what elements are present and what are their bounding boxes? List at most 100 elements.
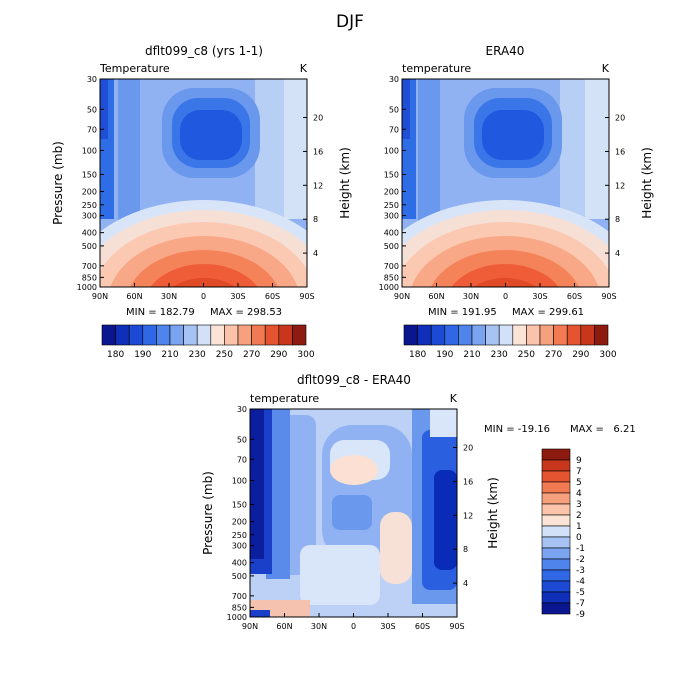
y-tick-label: 250: [232, 531, 247, 540]
contour-band: [380, 512, 412, 584]
colorbar-swatch: [541, 547, 571, 560]
min-label: MIN = 191.95: [428, 307, 497, 318]
colorbar-swatch: [541, 459, 571, 472]
y2-tick-label: 20: [313, 114, 323, 123]
colorbar-swatch: [292, 324, 307, 346]
y2-tick-label: 8: [615, 215, 620, 224]
contour-band: [560, 79, 586, 219]
colorbar-swatch: [541, 492, 571, 505]
y2-axis-title: Height (km): [338, 147, 352, 218]
panel-obs: ERA40 temperature K 90N 60N 30N 0 30S 60S 90S 3…: [379, 44, 654, 360]
colorbar-label: 210: [463, 350, 480, 360]
max-label: MAX = 299.61: [512, 307, 584, 318]
y-tick-label: 850: [82, 273, 97, 282]
colorbar-swatch: [553, 324, 568, 346]
page-title: DJF: [336, 12, 364, 32]
y-tick-label: 150: [82, 170, 97, 179]
contour-band: [473, 278, 537, 287]
x-tick-label: 90N: [242, 622, 258, 631]
colorbar-swatch: [541, 448, 571, 461]
colorbar-label: 5: [576, 478, 582, 488]
y-tick-label: 1000: [379, 283, 399, 292]
panel-title: dflt099_c8 - ERA40: [297, 373, 411, 387]
y2-tick-label: 4: [615, 249, 620, 258]
x-tick-label: 60N: [428, 292, 444, 301]
y-tick-label: 250: [384, 201, 399, 210]
colorbar-swatch: [156, 324, 171, 346]
colorbar-swatch: [594, 324, 609, 346]
panel-title: ERA40: [486, 44, 525, 58]
contour-band: [430, 409, 457, 437]
field-label: temperature: [402, 62, 471, 75]
colorbar-swatch: [485, 324, 500, 346]
colorbar-swatch: [541, 591, 571, 604]
y2-tick-label: 20: [615, 114, 625, 123]
contour-band: [255, 79, 285, 219]
y-tick-label: 100: [232, 476, 247, 485]
colorbar-label: 290: [270, 350, 287, 360]
panel-difference: dflt099_c8 - ERA40 temperature K 90N 60N 3…: [201, 373, 636, 631]
y-tick-label: 200: [384, 188, 399, 197]
contour-field: [250, 409, 457, 617]
colorbar-label: 250: [216, 350, 233, 360]
contour-band: [250, 409, 264, 559]
x-tick-label: 30N: [311, 622, 327, 631]
colorbar-swatch: [251, 324, 266, 346]
colorbar-swatch: [512, 324, 527, 346]
colorbar-swatch: [580, 324, 595, 346]
contour-band: [172, 278, 236, 287]
x-tick-label: 90N: [394, 292, 410, 301]
y-tick-label: 250: [82, 201, 97, 210]
y2-tick-label: 8: [313, 215, 318, 224]
y-tick-label: 400: [82, 229, 97, 238]
y-tick-label: 70: [389, 125, 399, 134]
y-tick-label: 100: [82, 146, 97, 155]
contour-field: [100, 79, 307, 287]
contour-band: [284, 79, 307, 219]
colorbar-label: 230: [189, 350, 206, 360]
y-tick-label: 500: [82, 242, 97, 251]
colorbar-swatch: [430, 324, 446, 346]
y-tick-label: 70: [237, 455, 247, 464]
contour-band: [118, 79, 140, 229]
x-tick-label: 90S: [299, 292, 314, 301]
colorbar-swatch: [541, 525, 571, 538]
y2-tick-label: 16: [463, 477, 473, 486]
contour-band: [180, 110, 242, 160]
y2-tick-label: 8: [463, 545, 468, 554]
colorbar-label: 4: [576, 489, 582, 499]
x-tick-label: 0: [503, 292, 508, 301]
y2-axis-title: Height (km): [640, 147, 654, 218]
contour-band: [250, 610, 270, 617]
field-label: Temperature: [99, 62, 170, 75]
colorbar-swatch: [142, 324, 157, 346]
y-tick-label: 1000: [77, 283, 97, 292]
axes: 90N 60N 30N 0 30S 60S 90S 30 50 70 100 150 200 250 300…: [77, 75, 324, 301]
y2-tick-label: 12: [615, 181, 625, 190]
colorbar-swatch: [264, 324, 280, 346]
y2-tick-label: 16: [615, 147, 625, 156]
y-tick-label: 50: [237, 435, 247, 444]
colorbar-swatch: [541, 536, 571, 549]
colorbar-label: -5: [576, 588, 585, 598]
colorbar-swatch: [541, 602, 571, 615]
y2-axis-title: Height (km): [486, 477, 500, 548]
x-tick-label: 30S: [230, 292, 245, 301]
colorbar-label: 210: [161, 350, 178, 360]
y-tick-label: 150: [384, 170, 399, 179]
colorbar-swatch: [541, 470, 571, 483]
y2-tick-label: 4: [463, 579, 468, 588]
x-tick-label: 60S: [567, 292, 582, 301]
x-tick-label: 30N: [161, 292, 177, 301]
contour-band: [585, 79, 609, 219]
colorbar-swatch: [169, 324, 184, 346]
colorbar-swatch: [541, 514, 571, 527]
colorbar-label: -2: [576, 555, 585, 565]
colorbar-swatch: [444, 324, 459, 346]
colorbar-swatch: [101, 324, 116, 346]
y-tick-label: 1000: [227, 613, 247, 622]
y-tick-label: 700: [232, 592, 247, 601]
x-tick-label: 90N: [92, 292, 108, 301]
y-tick-label: 50: [87, 105, 97, 114]
colorbar-swatch: [128, 324, 144, 346]
